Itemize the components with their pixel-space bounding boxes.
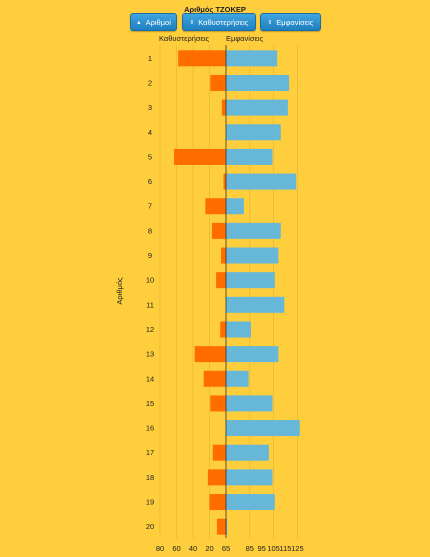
category-label: 8 bbox=[148, 226, 152, 235]
appearance-bar bbox=[226, 494, 275, 511]
x-tick-label: 95 bbox=[258, 544, 266, 553]
appearance-bar bbox=[226, 74, 290, 91]
button-label: Αριθμοί bbox=[145, 18, 171, 27]
appearance-bar bbox=[226, 321, 251, 338]
delay-bar bbox=[216, 272, 226, 289]
appearance-bar bbox=[226, 222, 281, 239]
chart-title: Αριθμός ΤΖΟΚΕΡ bbox=[184, 5, 246, 14]
appearance-bar bbox=[226, 50, 278, 67]
appearance-bar bbox=[226, 173, 297, 190]
appearances-header: Εμφανίσεις bbox=[226, 34, 264, 43]
x-tick-label: 80 bbox=[156, 544, 164, 553]
delay-bar bbox=[210, 395, 226, 412]
button-label: Εμφανίσεις bbox=[276, 18, 314, 27]
category-label: 10 bbox=[146, 276, 154, 285]
appearance-bar bbox=[226, 469, 273, 486]
sort-icon: ⇕ bbox=[267, 20, 273, 26]
category-label: 14 bbox=[146, 374, 154, 383]
delay-bar bbox=[223, 173, 226, 190]
appearance-bar bbox=[226, 346, 279, 363]
category-label: 11 bbox=[146, 300, 154, 309]
category-label: 13 bbox=[146, 350, 154, 359]
appearance-bar bbox=[226, 370, 249, 387]
category-label: 20 bbox=[146, 522, 154, 531]
delay-bar bbox=[211, 222, 226, 239]
sort-up-icon: ▲ bbox=[136, 20, 142, 26]
appearance-bar bbox=[226, 124, 281, 141]
delay-bar bbox=[212, 444, 226, 461]
delay-bar bbox=[220, 321, 226, 338]
appearance-bar bbox=[226, 296, 285, 313]
category-label: 19 bbox=[146, 498, 154, 507]
delays-header: Καθυστερήσεις bbox=[159, 34, 210, 43]
delay-bar bbox=[194, 346, 226, 363]
appearance-bar bbox=[226, 198, 244, 215]
delay-bar bbox=[205, 198, 226, 215]
x-tick-label: 65 bbox=[222, 544, 230, 553]
delay-bar bbox=[207, 469, 226, 486]
category-label: 4 bbox=[148, 128, 152, 137]
appearance-bar bbox=[226, 99, 288, 116]
category-label: 12 bbox=[146, 325, 154, 334]
x-tick-label: 115 bbox=[280, 544, 292, 553]
sort-icon: ⇕ bbox=[189, 20, 195, 26]
delay-bar bbox=[209, 494, 226, 511]
delay-bar bbox=[216, 518, 226, 535]
appearance-bar bbox=[226, 272, 275, 289]
category-label: 16 bbox=[146, 424, 154, 433]
appearance-bar bbox=[226, 518, 228, 535]
delay-bar bbox=[178, 50, 226, 67]
button-label: Καθυστερήσεις bbox=[198, 18, 249, 27]
delay-bar bbox=[174, 148, 226, 165]
x-tick-label: 125 bbox=[291, 544, 304, 553]
category-label: 7 bbox=[148, 202, 152, 211]
delay-bar bbox=[221, 99, 226, 116]
appearance-bar bbox=[226, 444, 269, 461]
sort-by-appearances-button[interactable]: ⇕ Εμφανίσεις bbox=[260, 13, 321, 31]
delay-bar bbox=[210, 74, 226, 91]
y-axis-title: Αριθμός bbox=[115, 277, 124, 305]
category-label: 3 bbox=[148, 103, 152, 112]
sort-by-number-button[interactable]: ▲ Αριθμοί bbox=[130, 13, 177, 31]
category-label: 6 bbox=[148, 177, 152, 186]
x-tick-label: 60 bbox=[172, 544, 180, 553]
delay-bar bbox=[221, 247, 226, 264]
category-label: 18 bbox=[146, 473, 154, 482]
category-label: 2 bbox=[148, 78, 152, 87]
appearance-bar bbox=[226, 247, 279, 264]
sort-by-delays-button[interactable]: ⇕ Καθυστερήσεις bbox=[182, 13, 256, 31]
x-tick-label: 85 bbox=[246, 544, 254, 553]
category-label: 1 bbox=[148, 54, 152, 63]
x-tick-label: 105 bbox=[267, 544, 280, 553]
x-tick-label: 20 bbox=[205, 544, 213, 553]
category-label: 15 bbox=[146, 399, 154, 408]
appearance-bar bbox=[226, 148, 273, 165]
appearance-bar bbox=[226, 395, 273, 412]
category-label: 17 bbox=[146, 448, 154, 457]
x-tick-label: 40 bbox=[189, 544, 197, 553]
category-label: 5 bbox=[148, 152, 152, 161]
delay-bar bbox=[203, 370, 226, 387]
category-label: 9 bbox=[148, 251, 152, 260]
appearance-bar bbox=[226, 420, 300, 437]
